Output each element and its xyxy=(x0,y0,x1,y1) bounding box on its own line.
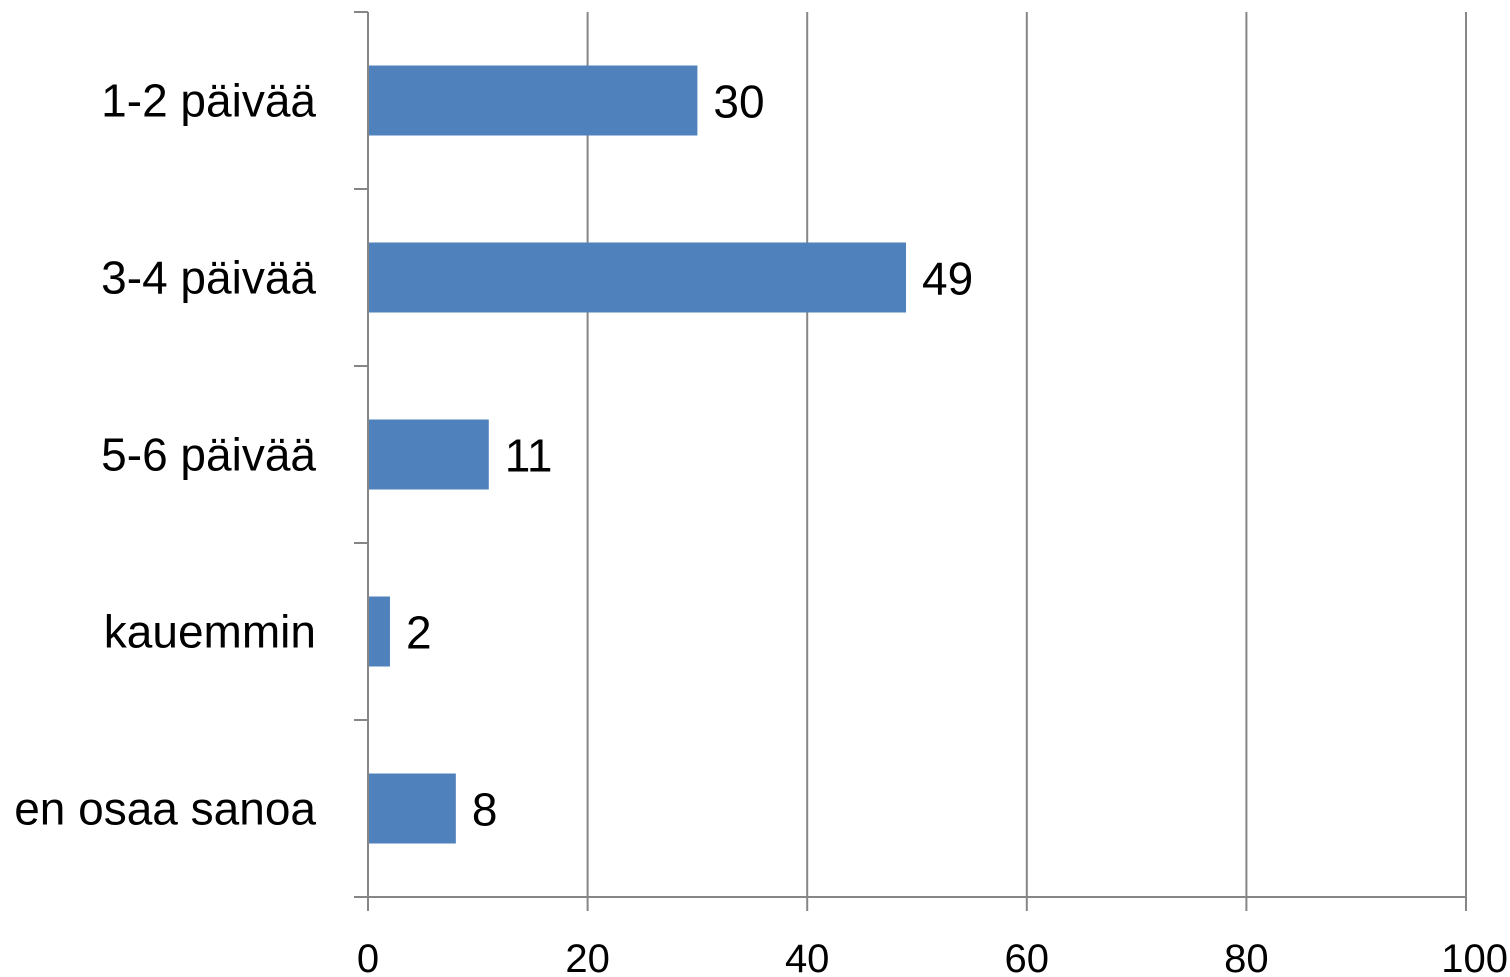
x-tick-label-0: 0 xyxy=(357,937,379,977)
category-label-3: 5-6 päivää xyxy=(101,429,316,481)
x-tick-label-20: 20 xyxy=(565,937,610,977)
data-label-5: 8 xyxy=(472,784,498,836)
x-tick-label-100: 100 xyxy=(1441,937,1508,977)
data-label-2: 49 xyxy=(922,253,973,305)
category-label-1: 1-2 päivää xyxy=(101,75,316,127)
category-label-2: 3-4 päivää xyxy=(101,252,316,304)
x-tick-label-60: 60 xyxy=(1005,937,1050,977)
bar-1 xyxy=(368,65,698,136)
bar-2 xyxy=(368,242,907,313)
gridlines xyxy=(586,12,1467,897)
data-label-4: 2 xyxy=(406,607,432,659)
bar-3 xyxy=(368,419,489,490)
bar-4 xyxy=(368,596,390,667)
axes xyxy=(354,11,1467,911)
x-tick-label-80: 80 xyxy=(1224,937,1269,977)
x-tick-label-40: 40 xyxy=(785,937,830,977)
bar-5 xyxy=(368,773,456,844)
data-label-3: 11 xyxy=(505,430,553,482)
category-label-5: en osaa sanoa xyxy=(14,783,316,835)
category-label-4: kauemmin xyxy=(104,606,316,658)
data-label-1: 30 xyxy=(713,76,764,128)
bars xyxy=(368,65,907,844)
labels: 30 1-2 päivää 49 3-4 päivää 11 5-6 päivää 2 kau… xyxy=(14,75,1508,977)
